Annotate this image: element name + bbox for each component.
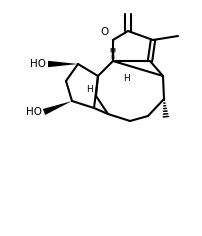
Text: O: O (101, 27, 109, 37)
Text: H: H (124, 74, 130, 83)
Polygon shape (43, 101, 72, 115)
Text: HO: HO (30, 59, 46, 69)
Polygon shape (48, 61, 78, 67)
Text: HO: HO (26, 107, 42, 117)
Text: H: H (86, 85, 93, 94)
